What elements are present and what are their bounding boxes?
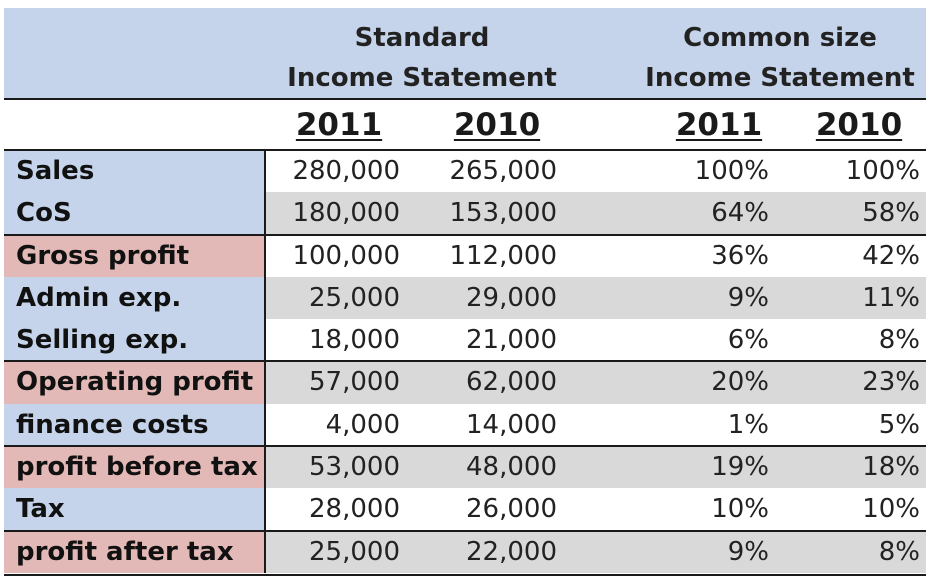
standard-2011-value: 180,000 <box>292 198 400 229</box>
common-size-2010-value: 8% <box>878 536 920 567</box>
row-label: Tax <box>4 488 266 531</box>
common-size-2010-value: 5% <box>878 409 920 440</box>
standard-2010-value: 265,000 <box>449 156 557 186</box>
common-size-2011-value: 9% <box>727 536 769 567</box>
standard-2010-value: 153,000 <box>449 198 557 229</box>
row-label: Gross profit <box>4 234 266 277</box>
common-size-2010-value: 10% <box>862 494 920 525</box>
standard-2011-value: 18,000 <box>309 325 400 356</box>
standard-2010-value: 14,000 <box>466 409 557 440</box>
common-size-2011-value: 9% <box>727 282 769 313</box>
row-values: 4,000 14,000 1% 5% <box>266 404 926 446</box>
common-size-2011-value: 36% <box>711 240 769 271</box>
row-label: Selling exp. <box>4 319 266 362</box>
standard-2011-value: 28,000 <box>309 494 400 525</box>
standard-heading-line2: Income Statement <box>287 63 557 93</box>
common-size-2011-value: 1% <box>727 409 769 440</box>
row-label: Sales <box>4 150 266 193</box>
table-row: Sales 280,000 265,000 100% 100% <box>4 148 926 193</box>
common-size-2010-value: 11% <box>862 282 920 313</box>
standard-heading-line1: Standard <box>354 23 490 53</box>
standard-year-2010: 2010 <box>453 107 541 143</box>
common-size-2011-value: 10% <box>711 494 769 525</box>
common-size-year-2010: 2010 <box>815 107 903 143</box>
standard-2010-value: 29,000 <box>466 282 557 313</box>
common-size-2010-value: 18% <box>862 452 920 483</box>
table-header: Standard Income Statement Common size In… <box>4 8 926 100</box>
row-values: 28,000 26,000 10% 10% <box>266 488 926 530</box>
row-values: 53,000 48,000 19% 18% <box>266 446 926 489</box>
common-size-2010-value: 58% <box>862 198 920 229</box>
standard-2011-value: 53,000 <box>309 452 400 483</box>
year-header-row: 2011 2010 2011 2010 <box>4 100 926 150</box>
table-row: profit before tax 53,000 48,000 19% 18% <box>4 445 926 489</box>
row-label: Operating profit <box>4 361 266 404</box>
row-values: 25,000 29,000 9% 11% <box>266 276 926 320</box>
standard-2010-value: 22,000 <box>466 536 557 567</box>
standard-2011-value: 100,000 <box>292 240 400 271</box>
common-size-2010-value: 8% <box>878 325 920 356</box>
standard-2010-value: 48,000 <box>466 452 557 483</box>
common-size-2011-value: 64% <box>711 198 769 229</box>
standard-2010-value: 26,000 <box>466 494 557 525</box>
row-values: 100,000 112,000 36% 42% <box>266 235 926 277</box>
row-label: profit after tax <box>4 530 266 573</box>
common-size-2011-value: 20% <box>711 367 769 398</box>
row-label: CoS <box>4 192 266 235</box>
table-row: Admin exp. 25,000 29,000 9% 11% <box>4 276 926 320</box>
table-row: Selling exp. 18,000 21,000 6% 8% <box>4 319 926 362</box>
table-bottom-border <box>4 574 926 576</box>
standard-2011-value: 4,000 <box>325 409 400 440</box>
row-values: 25,000 22,000 9% 8% <box>266 530 926 573</box>
table-row: Gross profit 100,000 112,000 36% 42% <box>4 233 926 277</box>
table-row: Operating profit 57,000 62,000 20% 23% <box>4 360 926 404</box>
standard-year-2011: 2011 <box>295 107 383 143</box>
standard-2011-value: 57,000 <box>309 367 400 398</box>
row-values: 57,000 62,000 20% 23% <box>266 361 926 404</box>
common-size-2011-value: 100% <box>694 156 769 186</box>
row-values: 180,000 153,000 64% 58% <box>266 192 926 235</box>
income-statement-table: Standard Income Statement Common size In… <box>4 8 926 578</box>
common-size-2011-value: 6% <box>727 325 769 356</box>
table-row: profit after tax 25,000 22,000 9% 8% <box>4 529 926 573</box>
standard-2010-value: 62,000 <box>466 367 557 398</box>
standard-2011-value: 25,000 <box>309 536 400 567</box>
table-row: Tax 28,000 26,000 10% 10% <box>4 488 926 531</box>
row-label: finance costs <box>4 403 266 447</box>
common-size-2011-value: 19% <box>711 452 769 483</box>
row-values: 18,000 21,000 6% 8% <box>266 319 926 361</box>
row-label: Admin exp. <box>4 276 266 320</box>
common-size-year-2011: 2011 <box>675 107 763 143</box>
standard-2010-value: 21,000 <box>466 325 557 356</box>
standard-income-statement-heading: Standard Income Statement <box>272 18 572 98</box>
common-heading-line2: Income Statement <box>645 63 915 93</box>
table-row: finance costs 4,000 14,000 1% 5% <box>4 403 926 447</box>
standard-2011-value: 25,000 <box>309 282 400 313</box>
common-size-2010-value: 100% <box>845 156 920 186</box>
table-body: Sales 280,000 265,000 100% 100% CoS 180,… <box>4 148 926 573</box>
standard-2011-value: 280,000 <box>292 156 400 186</box>
common-heading-line1: Common size <box>683 23 877 53</box>
common-size-income-statement-heading: Common size Income Statement <box>634 18 926 98</box>
row-label: profit before tax <box>4 446 266 489</box>
common-size-2010-value: 23% <box>862 367 920 398</box>
table-row: CoS 180,000 153,000 64% 58% <box>4 192 926 235</box>
common-size-2010-value: 42% <box>862 240 920 271</box>
row-values: 280,000 265,000 100% 100% <box>266 150 926 192</box>
standard-2010-value: 112,000 <box>449 240 557 271</box>
